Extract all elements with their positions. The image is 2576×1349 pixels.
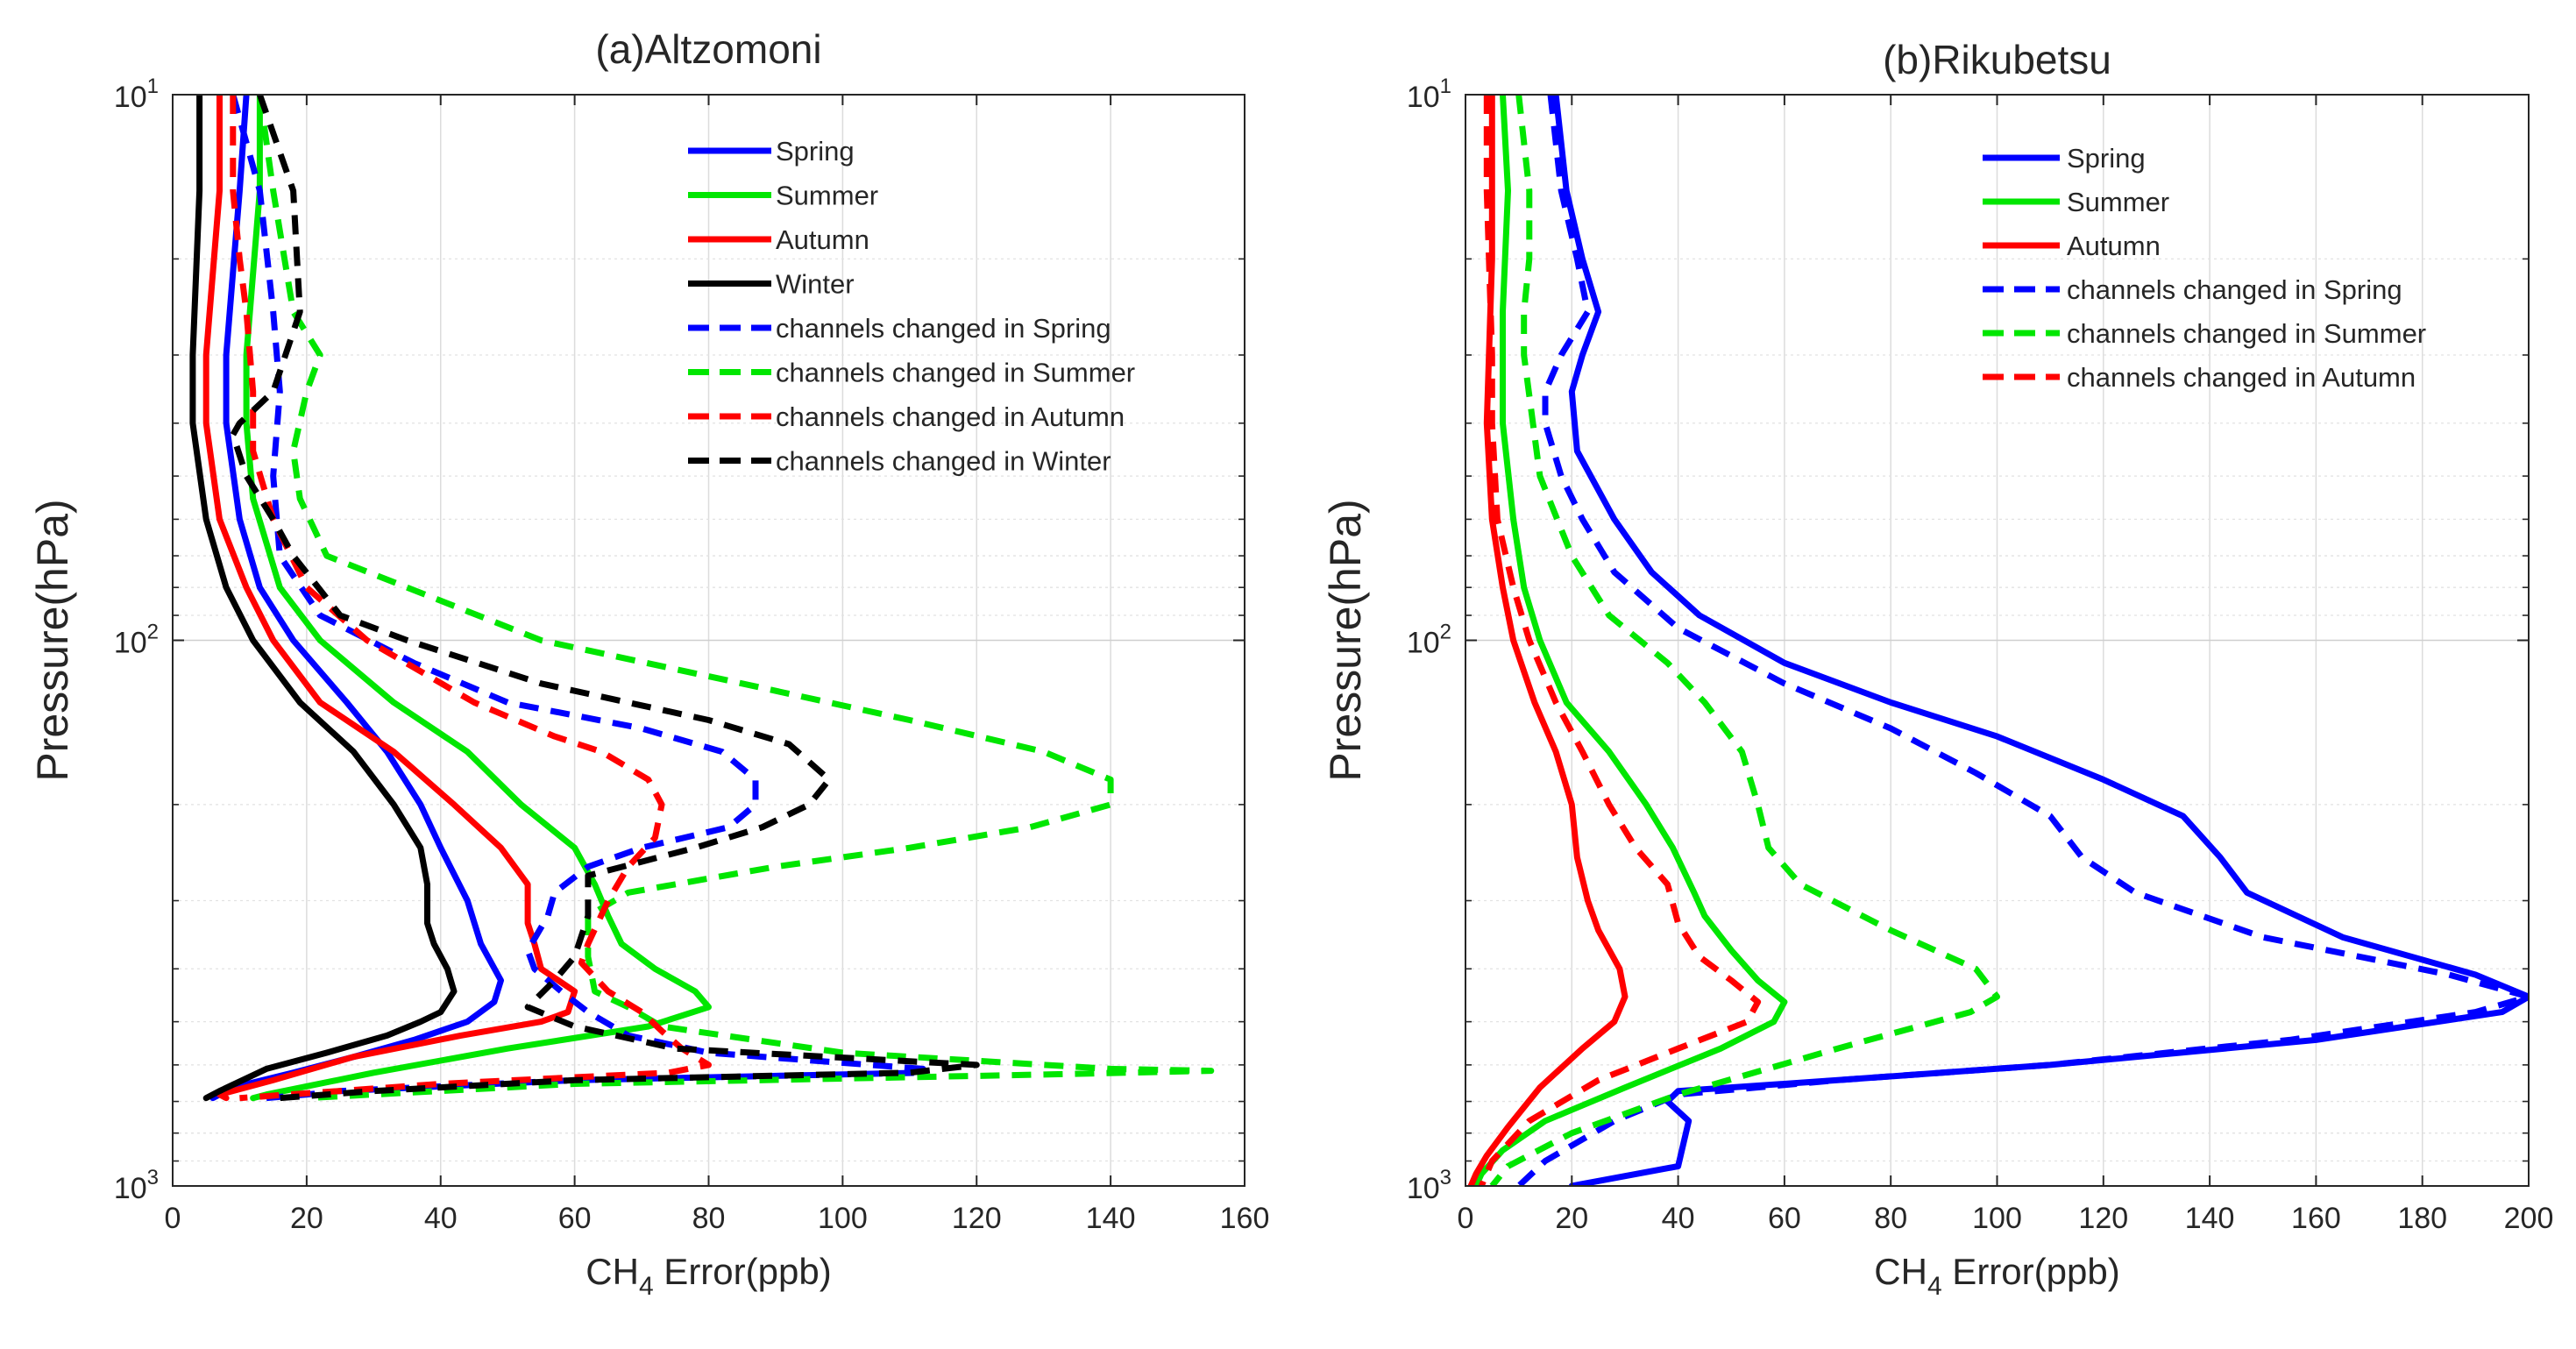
- chart-title: (a)Altzomoni: [595, 26, 821, 72]
- chart-title: (b)Rikubetsu: [1883, 37, 2111, 82]
- y-axis-label: Pressure(hPa): [1321, 499, 1370, 781]
- legend-label: Winter: [776, 269, 855, 300]
- series-line-channels-changed-in-autumn: [1478, 95, 1762, 1186]
- legend: Spring Summer Autumn channels changed in Sp…: [1983, 143, 2426, 393]
- x-tick-label: 120: [2078, 1202, 2128, 1235]
- series-line-channels-changed-in-summer: [1489, 95, 2000, 1186]
- legend-label: Spring: [776, 136, 855, 167]
- x-tick-label: 0: [165, 1202, 181, 1235]
- x-tick-label: 20: [1555, 1202, 1588, 1235]
- x-tick-label: 60: [558, 1202, 592, 1235]
- legend-label: channels changed in Summer: [2067, 318, 2426, 349]
- grid: [173, 95, 1245, 1186]
- x-tick-label: 40: [1662, 1202, 1695, 1235]
- series-line-channels-changed-in-winter: [230, 95, 980, 1102]
- legend-label: Autumn: [2067, 231, 2161, 261]
- legend-label: channels changed in Autumn: [776, 401, 1125, 432]
- grid: [1465, 95, 2529, 1186]
- legend-label: channels changed in Spring: [776, 313, 1111, 344]
- series-line-channels-changed-in-spring: [1516, 95, 2529, 1186]
- x-tick-label: 80: [692, 1202, 726, 1235]
- panel-altzomoni: 0 20 40 60 80 100 120 140 160 101 102 103 (a)Altzomo…: [28, 26, 1269, 1301]
- series-group: [1467, 95, 2529, 1186]
- legend-label: channels changed in Spring: [2067, 274, 2402, 305]
- x-tick-label: 160: [1220, 1202, 1270, 1235]
- y-tick-label: 102: [1407, 621, 1451, 660]
- x-axis-label: CH4 Error(ppb): [585, 1251, 831, 1301]
- x-tick-label: 100: [818, 1202, 868, 1235]
- series-line-summer: [1473, 95, 1788, 1186]
- series-line-channels-changed-in-autumn: [230, 95, 712, 1102]
- legend-label: Spring: [2067, 143, 2146, 174]
- y-tick-label: 101: [1407, 75, 1451, 114]
- x-tick-label: 140: [1086, 1202, 1136, 1235]
- x-tick-label: 120: [952, 1202, 1002, 1235]
- legend-label: channels changed in Autumn: [2067, 362, 2416, 393]
- series-line-channels-changed-in-summer: [256, 95, 1215, 1102]
- x-tick-label: 140: [2185, 1202, 2235, 1235]
- x-tick-label: 200: [2504, 1202, 2554, 1235]
- series-line-autumn: [1467, 95, 1629, 1186]
- series-line-winter: [189, 95, 458, 1102]
- legend-label: Autumn: [776, 224, 869, 255]
- y-tick-label: 102: [114, 621, 159, 660]
- y-tick-label: 103: [114, 1166, 159, 1205]
- y-tick-label: 101: [114, 75, 159, 114]
- legend-label: Summer: [2067, 187, 2169, 217]
- x-tick-label: 180: [2397, 1202, 2447, 1235]
- legend-label: channels changed in Summer: [776, 358, 1135, 388]
- series-line-autumn: [202, 95, 578, 1102]
- x-tick-label: 100: [1972, 1202, 2022, 1235]
- x-tick-label: 20: [290, 1202, 323, 1235]
- legend-label: Summer: [776, 181, 878, 211]
- x-tick-label: 0: [1458, 1202, 1474, 1235]
- x-tick-label: 40: [424, 1202, 458, 1235]
- legend: Spring Summer Autumn Winter channels changed…: [688, 136, 1135, 477]
- x-tick-label: 60: [1768, 1202, 1801, 1235]
- y-axis-label: Pressure(hPa): [28, 499, 77, 781]
- x-tick-label: 80: [1874, 1202, 1907, 1235]
- series-group: [189, 95, 1215, 1102]
- x-tick-label: 160: [2291, 1202, 2341, 1235]
- legend-label: channels changed in Winter: [776, 446, 1111, 477]
- panel-rikubetsu: 0 20 40 60 80 100 120 140 160 180 200 101 102 103 (b)R…: [1321, 37, 2553, 1301]
- x-axis-label: CH4 Error(ppb): [1874, 1251, 2119, 1301]
- y-tick-label: 103: [1407, 1166, 1451, 1205]
